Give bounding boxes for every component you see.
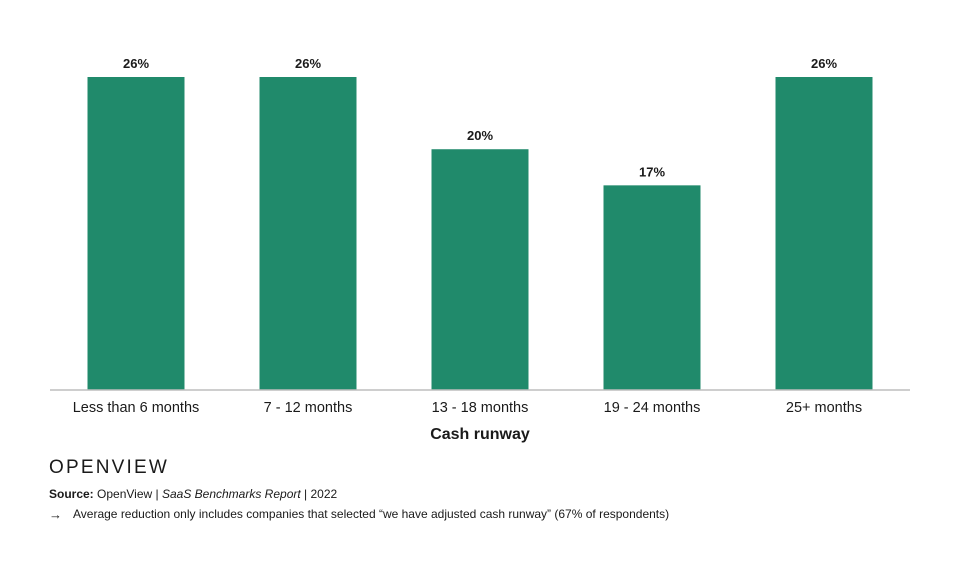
- source-line: Source: OpenView | SaaS Benchmarks Repor…: [49, 487, 337, 501]
- x-tick-label-2: 13 - 18 months: [432, 400, 529, 416]
- bar-1: [259, 77, 357, 390]
- x-tick-label-1: 7 - 12 months: [264, 400, 353, 416]
- arrow-right-icon: →: [49, 506, 62, 522]
- source-org: OpenView |: [97, 487, 162, 501]
- x-tick-label-3: 19 - 24 months: [604, 400, 701, 416]
- x-tick-label-4: 25+ months: [786, 400, 862, 416]
- x-tick-label-0: Less than 6 months: [73, 400, 200, 416]
- data-label-1: 26%: [295, 56, 321, 71]
- source-year: | 2022: [300, 487, 338, 501]
- data-label-3: 17%: [639, 164, 665, 179]
- footnote: → Average reduction only includes compan…: [49, 507, 669, 521]
- openview-logo: OPENVIEW: [49, 457, 170, 478]
- x-axis-title: Cash runway: [430, 426, 530, 443]
- source-report: SaaS Benchmarks Report: [161, 487, 301, 501]
- bar-2: [431, 149, 529, 390]
- footnote-text: Average reduction only includes companie…: [73, 507, 670, 521]
- bar-3: [603, 185, 701, 390]
- bar-4: [775, 77, 873, 390]
- bar-chart: 26% Less than 6 months 26% 7 - 12 months 20%…: [50, 56, 910, 416]
- data-label-0: 26%: [123, 56, 149, 71]
- data-label-4: 26%: [811, 56, 837, 71]
- source-label: Source:: [49, 487, 94, 501]
- bar-0: [87, 77, 185, 390]
- data-label-2: 20%: [467, 128, 493, 143]
